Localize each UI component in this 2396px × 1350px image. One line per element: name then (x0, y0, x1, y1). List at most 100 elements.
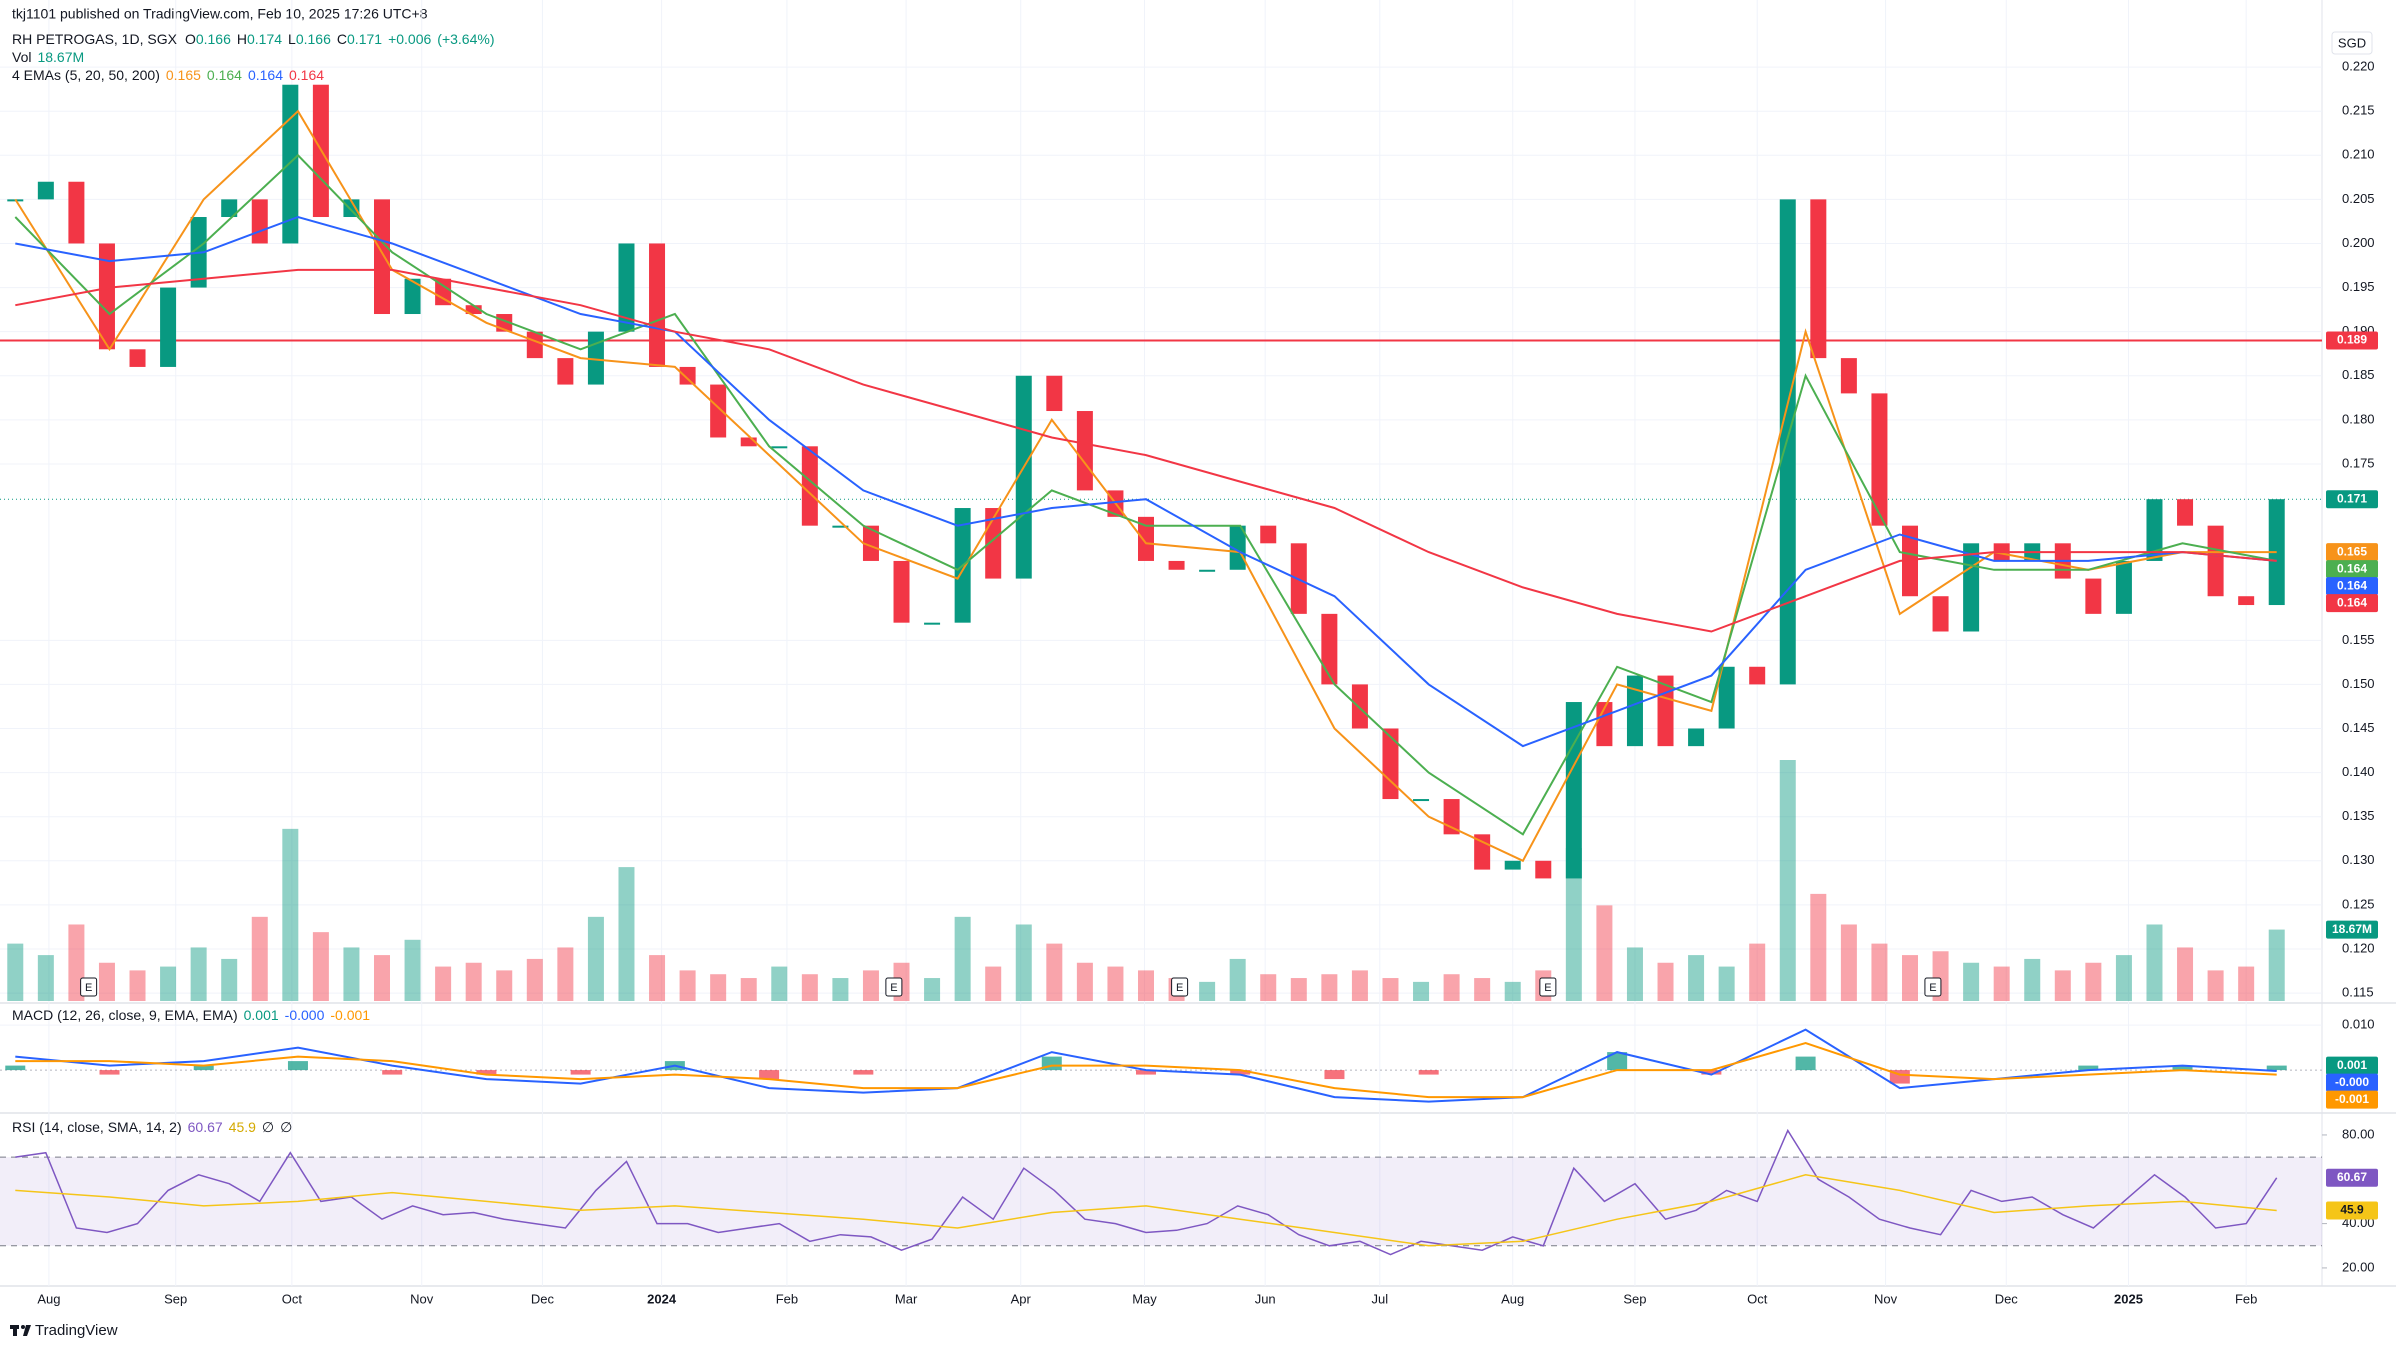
candle (832, 525, 849, 528)
candle (435, 278, 452, 306)
earnings-marker: E (1539, 977, 1557, 997)
legend-item: MACD (12, 26, close, 9, EMA, EMA) (12, 1007, 238, 1023)
price-tick-label: 0.180 (2342, 411, 2375, 426)
macd-histogram (476, 1070, 497, 1075)
price-tick-label: 0.120 (2342, 940, 2375, 955)
macd-badge-bg (2326, 1073, 2378, 1092)
candle (221, 199, 238, 218)
time-label: 2024 (647, 1291, 677, 1306)
macd-histogram (193, 1065, 214, 1071)
volume-bar (496, 970, 513, 1001)
volume-bar (2238, 966, 2255, 1001)
earnings-label: E (890, 982, 897, 994)
candle (2115, 560, 2132, 614)
candle (251, 199, 268, 244)
ema-badge: 0.164 (2337, 578, 2367, 592)
price-tick-label: 0.220 (2342, 59, 2375, 74)
candle (282, 84, 299, 244)
volume-bar (1413, 981, 1430, 1001)
volume-bar (618, 867, 635, 1001)
macd-badge: -0.000 (2335, 1075, 2369, 1089)
legend-line: RSI (14, close, SMA, 14, 2) 60.67 45.9 ∅ ∅ (12, 1119, 292, 1135)
volume-bar (2024, 958, 2041, 1001)
signal-badge: -0.001 (2335, 1092, 2369, 1106)
time-label: Jun (1255, 1291, 1276, 1306)
volume-bar (1351, 970, 1368, 1001)
volume-bar (526, 958, 543, 1001)
time-label: Nov (1874, 1291, 1898, 1306)
candle (771, 446, 788, 449)
candle (98, 243, 115, 350)
earnings-box (1171, 977, 1189, 997)
volume-bar (2268, 929, 2285, 1001)
publisher: tkj1101 published on TradingView.com, Fe… (12, 6, 428, 22)
volume-badge: 18.67M (2332, 922, 2372, 936)
legend-item: 18.67M (37, 49, 84, 65)
price-tick-label: 0.155 (2342, 632, 2375, 647)
ema-badge-bg (2326, 543, 2378, 562)
macd-histogram (5, 1065, 26, 1071)
legend-item: 0.165 (166, 67, 201, 83)
legend-item: 0.001 (244, 1007, 279, 1023)
price-tick-label: 0.115 (2342, 985, 2374, 1000)
volume-bar (465, 962, 482, 1001)
legend-item: 0.164 (207, 67, 242, 83)
volume-bar (37, 955, 54, 1001)
volume-bar (1046, 943, 1063, 1001)
currency[interactable]: SGD (2338, 35, 2366, 50)
volume-bar (2115, 955, 2132, 1001)
candle (1718, 666, 1735, 729)
volume-bar (771, 966, 788, 1001)
candle (1840, 358, 1857, 394)
rsi-sma-badge-bg (2326, 1201, 2378, 1220)
volume-bar (1229, 958, 1246, 1001)
signal-line (15, 1042, 2277, 1099)
ema-badge-bg (2326, 577, 2378, 596)
volume-bar (1199, 981, 1216, 1001)
candle (1810, 199, 1827, 359)
volume-bar (1474, 978, 1491, 1001)
candle (1413, 799, 1430, 802)
ema-badge-bg (2326, 594, 2378, 613)
volume-bar (312, 932, 329, 1001)
volume-bar (1902, 955, 1918, 1001)
candle (557, 358, 574, 385)
time-label: Sep (164, 1291, 187, 1306)
candle (1596, 702, 1613, 747)
price-tick-label: 0.200 (2342, 235, 2375, 250)
last-price-badge-bg (2326, 490, 2378, 509)
ema-line (15, 215, 2277, 748)
legend-item: Vol (12, 49, 31, 65)
volume-bar (404, 939, 421, 1001)
volume-bar (282, 828, 299, 1001)
currency-box[interactable] (2331, 31, 2373, 55)
volume-bar (374, 955, 390, 1001)
volume-bar (985, 966, 1002, 1001)
candle (1321, 613, 1338, 685)
candle (1626, 675, 1643, 747)
legend-item: C (337, 31, 347, 47)
candle (679, 366, 696, 385)
volume-bar (1993, 966, 2010, 1001)
legend-item: 0.164 (248, 67, 283, 83)
legend-item: 0.164 (289, 67, 324, 83)
volume-bar (740, 978, 757, 1001)
rsi-line (15, 1128, 2278, 1256)
brand: TradingView (10, 1322, 118, 1339)
volume-bar (1871, 943, 1888, 1001)
legend-item: RH PETROGAS, 1D, SGX (12, 31, 178, 47)
price-tick-label: 0.150 (2342, 676, 2375, 691)
candle (2177, 499, 2194, 526)
volume-bar (343, 947, 360, 1001)
candle (1046, 375, 1063, 412)
time-label: Dec (531, 1291, 555, 1306)
volume-bar (679, 970, 696, 1001)
time-label: Nov (410, 1291, 434, 1306)
time-label: Jul (1371, 1291, 1388, 1306)
volume-bar (1015, 924, 1032, 1001)
candle (1138, 516, 1154, 561)
logo (23, 1325, 31, 1336)
